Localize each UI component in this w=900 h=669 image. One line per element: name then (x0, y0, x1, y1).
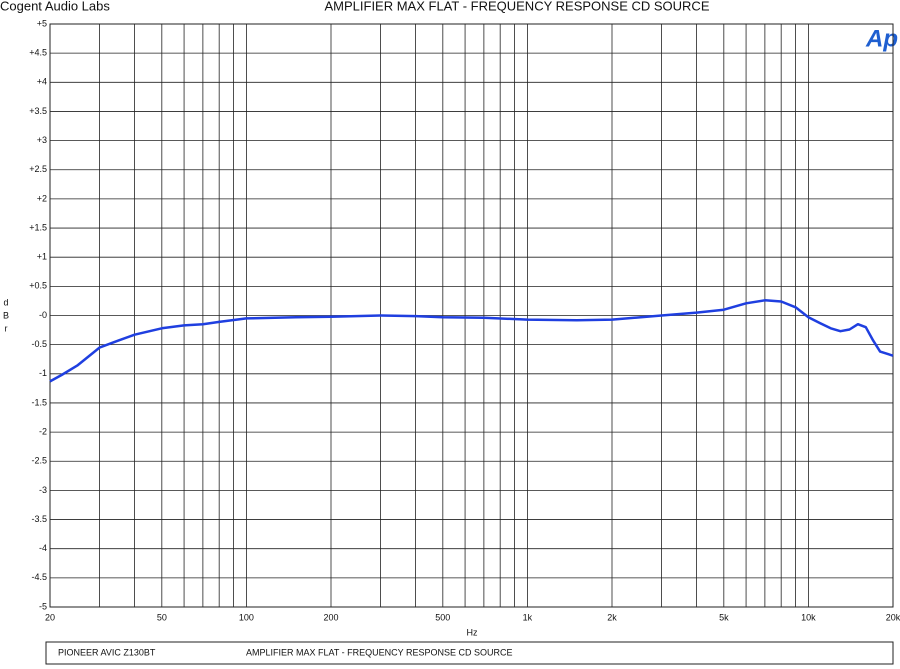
x-tick-label: 10k (801, 612, 816, 622)
y-tick-label: +3.5 (29, 106, 47, 116)
y-tick-label: -1.5 (31, 397, 47, 407)
y-axis-label: dBr (3, 297, 9, 333)
y-tick-label: -3 (39, 485, 47, 495)
x-tick-label: 1k (523, 612, 533, 622)
y-tick-label: +2.5 (29, 164, 47, 174)
y-tick-label: -3.5 (31, 514, 47, 524)
x-tick-label: 500 (435, 612, 450, 622)
x-tick-label: 2k (607, 612, 617, 622)
y-axis-label-char: r (5, 323, 8, 333)
y-tick-label: -2 (39, 426, 47, 436)
y-tick-label: -0.5 (31, 339, 47, 349)
footer-device: PIONEER AVIC Z130BT (58, 647, 156, 657)
y-tick-label: +3 (37, 135, 47, 145)
x-tick-label: 200 (323, 612, 338, 622)
series-line (49, 299, 894, 383)
y-tick-label: +4.5 (29, 48, 47, 58)
y-tick-label: +4 (37, 77, 47, 87)
y-tick-label: -4 (39, 543, 47, 553)
chart-title: AMPLIFIER MAX FLAT - FREQUENCY RESPONSE … (324, 0, 709, 13)
y-tick-label: -5 (39, 601, 47, 611)
y-tick-label: +2 (37, 193, 47, 203)
x-tick-label: 50 (157, 612, 167, 622)
y-tick-label: -2.5 (31, 456, 47, 466)
footer-box (45, 641, 894, 665)
footer-description: AMPLIFIER MAX FLAT - FREQUENCY RESPONSE … (246, 647, 513, 657)
x-tick-label: 5k (719, 612, 729, 622)
y-tick-label: -0 (39, 310, 47, 320)
x-tick-label: 20 (45, 612, 55, 622)
y-tick-label: +1.5 (29, 222, 47, 232)
y-axis-label-char: B (3, 310, 9, 320)
x-tick-label: 100 (239, 612, 254, 622)
y-tick-label: +0.5 (29, 281, 47, 291)
y-tick-label: -4.5 (31, 572, 47, 582)
y-tick-label: -1 (39, 368, 47, 378)
x-tick-label: 20k (886, 612, 900, 622)
y-tick-label: +1 (37, 252, 47, 262)
x-axis-label: Hz (467, 627, 478, 637)
y-tick-label: +5 (37, 18, 47, 28)
header-left: Cogent Audio Labs (0, 0, 110, 13)
y-axis-label-char: d (3, 297, 8, 307)
